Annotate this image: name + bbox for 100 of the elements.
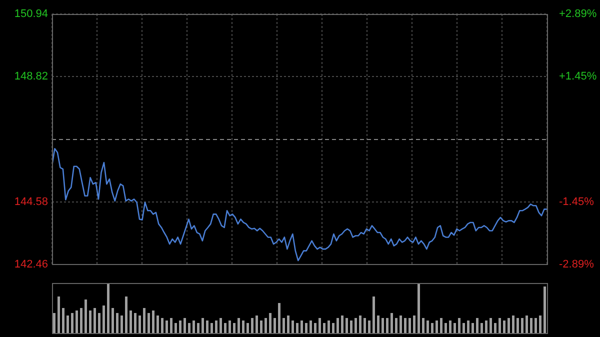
y-tick-label: 150.94 — [14, 8, 48, 20]
bar — [179, 320, 182, 333]
bar — [305, 323, 308, 333]
bar — [80, 308, 82, 333]
bar — [467, 320, 470, 333]
bar — [251, 318, 254, 333]
bar — [336, 318, 339, 333]
bar — [210, 323, 213, 333]
bar — [490, 318, 492, 333]
bar — [318, 318, 321, 333]
bar — [53, 313, 56, 333]
bar — [274, 318, 276, 333]
bar — [440, 318, 442, 333]
bar — [148, 313, 150, 333]
bar — [472, 323, 474, 333]
bar — [436, 320, 438, 333]
bar — [62, 308, 64, 333]
bar — [526, 316, 528, 333]
bar — [476, 318, 478, 333]
bar — [166, 320, 168, 333]
bar — [494, 323, 496, 333]
bar — [359, 316, 362, 333]
bar — [228, 320, 231, 333]
bar — [512, 316, 514, 333]
y2-tick-label: -1.45% — [559, 196, 594, 208]
bar — [238, 318, 240, 333]
bar — [184, 318, 186, 333]
y-tick-label: 144.58 — [14, 196, 48, 208]
bar — [242, 320, 244, 333]
bar — [269, 313, 272, 333]
bar — [300, 320, 303, 333]
bar — [102, 306, 105, 333]
bar — [431, 323, 434, 333]
bar — [66, 316, 69, 333]
bar — [134, 313, 136, 333]
bar — [120, 316, 123, 333]
bar — [161, 318, 164, 333]
bar — [413, 316, 416, 333]
bar — [138, 316, 141, 333]
bar — [323, 323, 326, 333]
bar — [282, 318, 285, 333]
y2-tick-label: +2.89% — [559, 8, 597, 20]
bar — [426, 320, 429, 333]
bar — [422, 318, 424, 333]
bar — [287, 316, 290, 333]
bar — [534, 318, 537, 333]
bar — [89, 310, 92, 333]
bar — [418, 283, 420, 333]
bar — [224, 323, 226, 333]
bar — [84, 300, 87, 333]
bar — [454, 323, 456, 333]
bar — [292, 320, 294, 333]
bar — [516, 318, 519, 333]
y2-tick-label: +1.45% — [559, 70, 597, 82]
bar — [341, 316, 344, 333]
bar — [485, 320, 488, 333]
bar — [197, 323, 200, 333]
bar — [170, 318, 172, 333]
bar — [260, 320, 262, 333]
y-tick-label: 148.82 — [14, 70, 48, 83]
bar — [202, 318, 204, 333]
bar — [530, 318, 532, 333]
bar — [503, 320, 506, 333]
bar — [125, 296, 128, 333]
bar — [332, 323, 334, 333]
bar — [174, 323, 177, 333]
bar — [152, 310, 154, 333]
bar — [58, 296, 60, 333]
bar — [188, 323, 190, 333]
bar — [539, 316, 542, 333]
bar — [364, 318, 366, 333]
bar — [206, 320, 208, 333]
bar — [156, 316, 159, 333]
bar — [395, 318, 398, 333]
bar — [278, 303, 280, 333]
bar — [264, 318, 267, 333]
y2-tick-label: -2.89% — [559, 258, 594, 270]
bar — [382, 318, 384, 333]
bar — [544, 286, 546, 333]
bar — [372, 296, 375, 333]
bar — [498, 318, 501, 333]
bar — [368, 320, 370, 333]
bar — [143, 308, 146, 333]
bar — [256, 316, 258, 333]
bar — [346, 318, 348, 333]
bar — [310, 320, 312, 333]
bar — [390, 313, 393, 333]
bar — [116, 313, 118, 333]
bar — [508, 318, 510, 333]
bar — [462, 323, 465, 333]
bar — [215, 320, 218, 333]
bar — [112, 308, 114, 333]
bar — [386, 318, 388, 333]
bar — [408, 318, 411, 333]
bar — [354, 318, 357, 333]
bar — [444, 323, 447, 333]
bar — [377, 316, 380, 333]
bar — [458, 318, 460, 333]
bar — [350, 320, 352, 333]
bar — [449, 320, 452, 333]
